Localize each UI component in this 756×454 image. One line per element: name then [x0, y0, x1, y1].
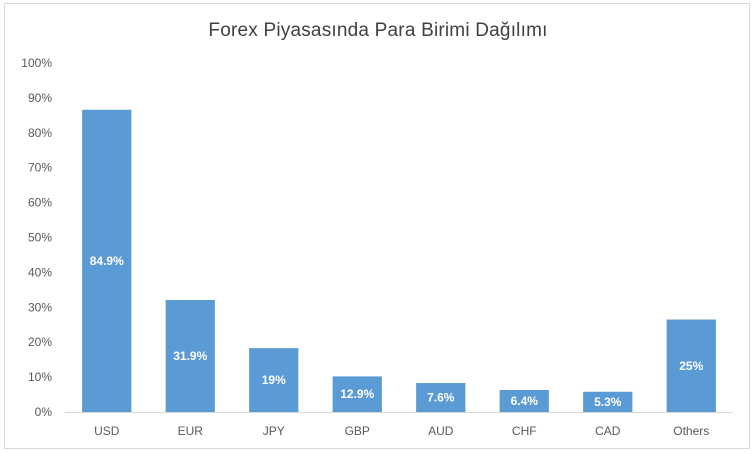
y-tick-label: 10%	[28, 370, 52, 384]
x-tick-label: AUD	[428, 424, 454, 438]
x-tick-label: EUR	[178, 424, 204, 438]
bar-cad	[583, 391, 633, 412]
data-label-cad: 5.3%	[594, 395, 622, 409]
y-tick-label: 60%	[28, 196, 52, 210]
y-tick-label: 40%	[28, 265, 52, 279]
data-label-usd: 84.9%	[90, 254, 124, 268]
y-tick-label: 100%	[21, 56, 52, 70]
bar-aud	[416, 383, 466, 412]
data-label-gbp: 12.9%	[340, 387, 374, 401]
y-tick-label: 50%	[28, 231, 52, 245]
bar-usd	[82, 109, 132, 413]
x-tick-label: CAD	[595, 424, 621, 438]
bar-gbp	[332, 376, 382, 412]
y-tick-label: 70%	[28, 161, 52, 175]
data-label-chf: 6.4%	[511, 394, 539, 408]
data-label-others: 25%	[679, 359, 703, 373]
y-tick-label: 20%	[28, 335, 52, 349]
y-tick-label: 90%	[28, 91, 52, 105]
y-tick-label: 30%	[28, 300, 52, 314]
x-tick-label: USD	[94, 424, 120, 438]
bar-jpy	[249, 348, 299, 412]
bar-eur	[165, 299, 215, 412]
bar-others	[666, 319, 716, 412]
bar-chf	[499, 390, 549, 412]
y-tick-label: 0%	[35, 405, 53, 419]
x-tick-label: GBP	[345, 424, 370, 438]
x-tick-label: JPY	[263, 424, 285, 438]
x-tick-label: CHF	[512, 424, 537, 438]
x-tick-label: Others	[673, 424, 709, 438]
data-label-aud: 7.6%	[427, 391, 455, 405]
chart-title: Forex Piyasasında Para Birimi Dağılımı	[208, 20, 548, 41]
data-label-jpy: 19%	[262, 373, 286, 387]
data-label-eur: 31.9%	[173, 349, 207, 363]
y-tick-label: 80%	[28, 126, 52, 140]
